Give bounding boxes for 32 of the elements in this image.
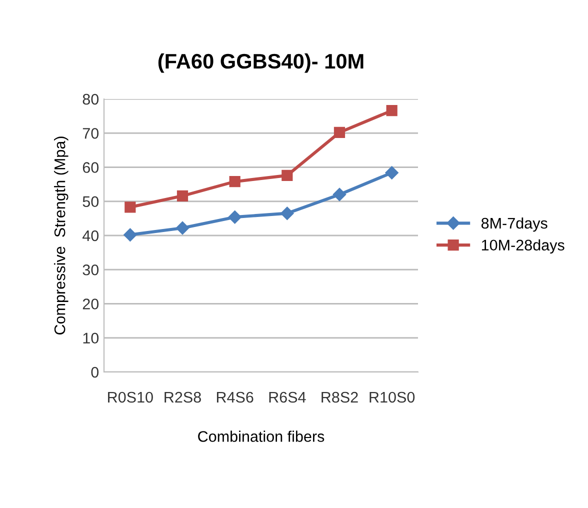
x-tick-label: R8S2 (322, 392, 358, 403)
y-tick-label: 10 (83, 332, 99, 344)
x-tick-label: R6S4 (269, 392, 306, 403)
y-tick-label: 20 (82, 298, 99, 310)
point (176, 221, 190, 235)
x-tick-label: R0S10 (108, 392, 153, 403)
point (332, 188, 346, 202)
y-tick-label: 80 (82, 94, 99, 105)
y-tick-label: 70 (82, 128, 99, 139)
y-axis-title: Compressive Strength (Mpa) (54, 136, 68, 334)
point (386, 105, 398, 116)
point (229, 176, 240, 188)
y-tick-label: 0 (91, 366, 99, 378)
x-axis-title: Combination fibers (198, 430, 324, 442)
y-tick-label: 40 (82, 230, 99, 242)
y-tick-label: 50 (82, 196, 99, 208)
point (334, 126, 346, 138)
point (282, 170, 293, 181)
point (124, 202, 136, 213)
chart-title: (FA60 GGBS40)- 10M (158, 53, 364, 73)
point (124, 228, 137, 242)
legend-label: 8M-7days (481, 217, 548, 232)
x-tick-label: R10S0 (370, 392, 415, 403)
y-tick-label: 60 (82, 162, 99, 173)
point (176, 190, 188, 202)
y-tick-label: 30 (82, 264, 99, 276)
point (228, 210, 242, 224)
point (385, 166, 398, 180)
point (280, 206, 294, 220)
legend-label: 10M-28days (482, 239, 564, 254)
x-tick-label: R4S6 (216, 392, 254, 403)
x-tick-label: R2S8 (164, 392, 201, 403)
